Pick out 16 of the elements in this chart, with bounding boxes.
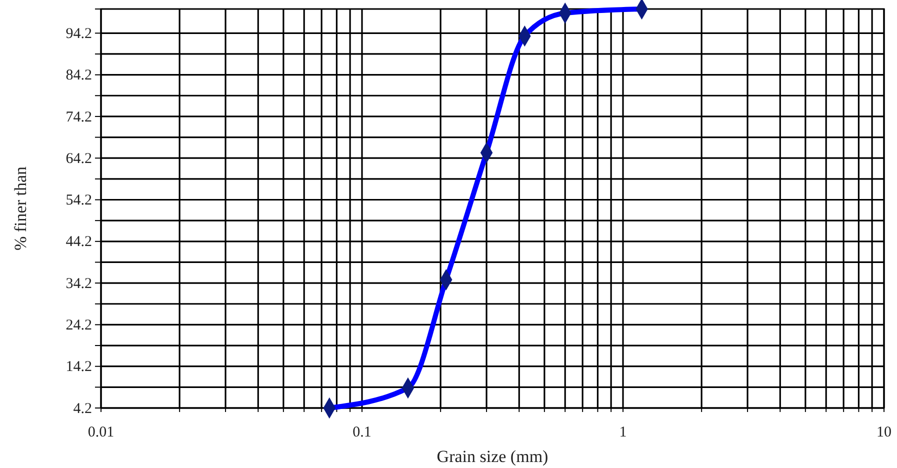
x-tick-label: 10 (876, 424, 892, 441)
y-tick-label: 4.2 (73, 400, 92, 417)
y-tick-label: 24.2 (66, 318, 92, 334)
x-tick-label: 0.01 (88, 424, 114, 441)
y-tick-label: 74.2 (66, 109, 92, 126)
y-tick-label: 44.2 (66, 234, 92, 250)
y-tick-label: 34.2 (66, 276, 92, 292)
y-tick-label: 64.2 (66, 150, 92, 167)
y-tick-label: 94.2 (66, 26, 92, 42)
y-tick-label: 84.2 (66, 68, 92, 84)
x-tick-label: 1 (619, 424, 627, 441)
y-tick-label: 54.2 (66, 192, 92, 209)
x-axis-title: Grain size (mm) (436, 447, 548, 466)
y-axis-title: % finer than (11, 166, 30, 251)
y-tick-label: 14.2 (66, 359, 92, 376)
x-tick-label: 0.1 (352, 424, 372, 441)
